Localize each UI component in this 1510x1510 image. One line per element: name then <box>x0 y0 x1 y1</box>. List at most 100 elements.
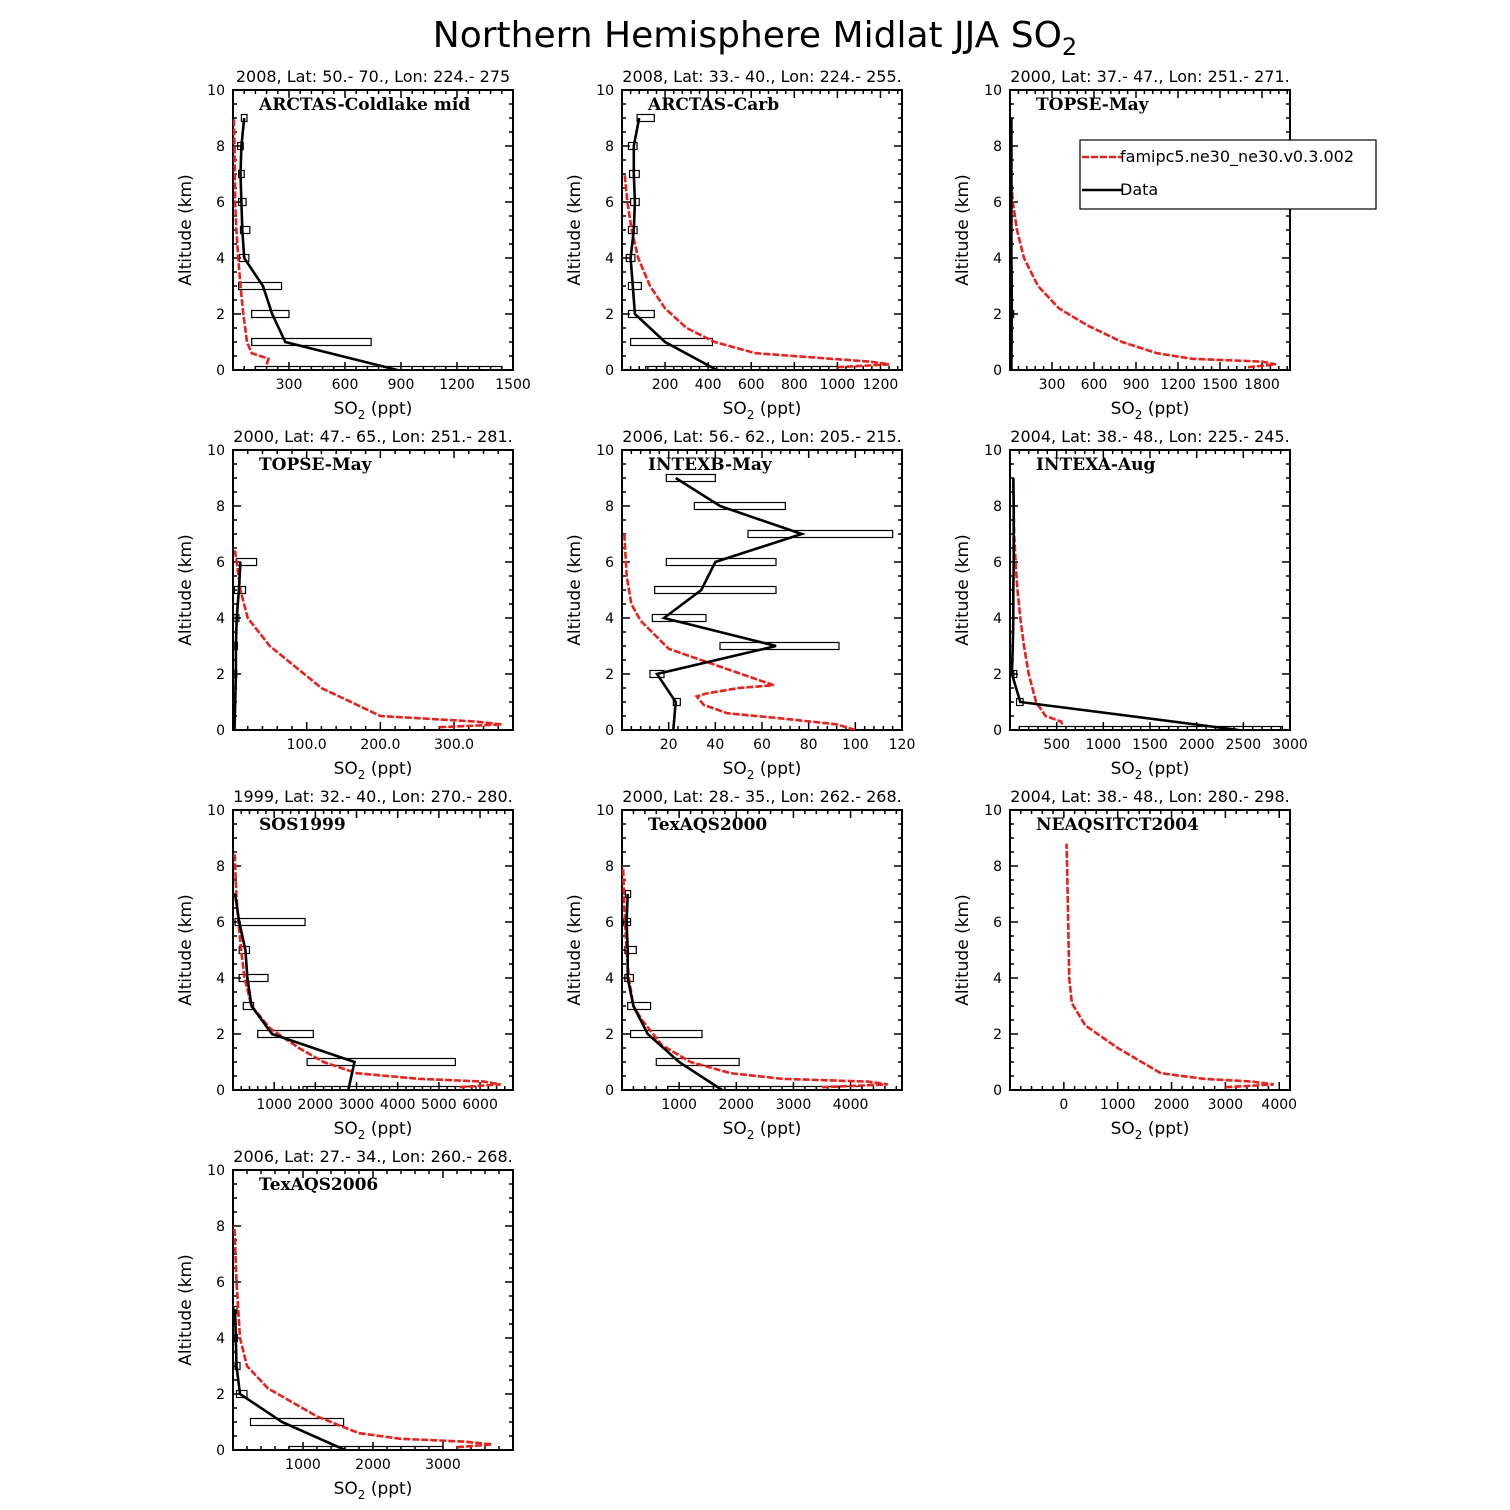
y-tick-label: 2 <box>993 307 1002 323</box>
x-tick-label: 1500 <box>1202 377 1238 393</box>
x-tick-label: 1500 <box>495 377 531 393</box>
y-axis-label: Altitude (km) <box>176 174 196 286</box>
plot-area <box>233 1225 493 1450</box>
x-tick-label: 2000 <box>1179 737 1215 753</box>
x-axis-label: SO2 (ppt) <box>1111 1119 1190 1142</box>
y-tick-label: 10 <box>207 803 225 819</box>
x-axis-label-units: (ppt) <box>1142 759 1189 779</box>
x-axis-label-units: (ppt) <box>365 1119 412 1139</box>
x-axis-label-subscript: 2 <box>747 408 755 422</box>
x-axis-label: SO2 (ppt) <box>1111 399 1190 422</box>
legend: famipc5.ne30_ne30.v0.3.002 Data <box>1079 139 1377 210</box>
data-profile-line <box>654 476 806 730</box>
y-axis-label: Altitude (km) <box>176 1254 196 1366</box>
x-tick-label: 400 <box>695 377 722 393</box>
model-profile-line <box>1010 173 1277 369</box>
range-box <box>636 113 655 123</box>
panel-1: 2008, Lat: 50.- 70., Lon: 224.- 275 0 2 4 6 8… <box>176 67 531 422</box>
data-profile-line <box>629 117 718 370</box>
x-axis-label-subscript: 2 <box>1135 768 1143 782</box>
panel-subtitle: 2000, Lat: 37.- 47., Lon: 251.- 271. <box>1010 67 1289 86</box>
x-axis-label-main: SO <box>334 759 358 779</box>
range-box <box>251 337 372 347</box>
x-tick-label: 1200 <box>1160 377 1196 393</box>
y-tick-label: 2 <box>216 667 225 683</box>
x-axis-label-subscript: 2 <box>747 1128 755 1142</box>
panel-5: 2006, Lat: 56.- 62., Lon: 205.- 215. 0 2 4 6… <box>565 427 915 782</box>
x-tick-label: 80 <box>800 737 818 753</box>
y-tick-label: 0 <box>216 363 225 379</box>
plot-area <box>622 865 888 1090</box>
range-box <box>649 669 665 679</box>
x-axis-label: SO2 (ppt) <box>723 1119 802 1142</box>
x-axis-label-units: (ppt) <box>754 759 801 779</box>
x-tick-label: 2000 <box>718 1097 754 1113</box>
range-box <box>1018 725 1284 730</box>
x-tick-label: 1000 <box>256 1097 292 1113</box>
y-tick-label: 8 <box>216 859 225 875</box>
range-box <box>645 365 838 370</box>
range-box <box>665 473 716 483</box>
model-profile-line <box>233 1225 493 1449</box>
x-tick-label: 120 <box>889 737 916 753</box>
y-tick-label: 6 <box>216 555 225 571</box>
x-axis-label-main: SO <box>723 1119 747 1139</box>
panel-subtitle: 2000, Lat: 47.- 65., Lon: 251.- 281. <box>233 427 512 446</box>
y-tick-label: 0 <box>605 1083 614 1099</box>
panel-subtitle: 2004, Lat: 38.- 48., Lon: 280.- 298. <box>1010 787 1289 806</box>
range-box <box>627 309 655 319</box>
x-tick-label: 3000 <box>776 1097 812 1113</box>
y-tick-label: 10 <box>207 83 225 99</box>
y-tick-label: 6 <box>216 1275 225 1291</box>
y-tick-label: 2 <box>993 1027 1002 1043</box>
x-tick-label: 0 <box>1059 1097 1068 1113</box>
y-tick-label: 2 <box>216 307 225 323</box>
y-tick-label: 0 <box>216 1443 225 1459</box>
x-axis-label-subscript: 2 <box>1135 1128 1143 1142</box>
range-box <box>239 225 251 235</box>
x-tick-label: 900 <box>1123 377 1150 393</box>
y-axis-label: Altitude (km) <box>953 534 973 646</box>
panel-subtitle: 2008, Lat: 33.- 40., Lon: 224.- 255. <box>622 67 901 86</box>
y-axis-label: Altitude (km) <box>176 894 196 1006</box>
y-tick-label: 10 <box>984 83 1002 99</box>
x-axis-label-main: SO <box>1111 1119 1135 1139</box>
y-tick-label: 8 <box>216 499 225 515</box>
x-tick-label: 2000 <box>355 1457 391 1473</box>
x-axis-label: SO2 (ppt) <box>334 1119 413 1142</box>
panel-subtitle: 2006, Lat: 27.- 34., Lon: 260.- 268. <box>233 1147 512 1166</box>
campaign-label: INTEXB-May <box>648 455 773 475</box>
y-tick-label: 0 <box>216 723 225 739</box>
data-profile-line <box>233 561 242 730</box>
y-axis-label: Altitude (km) <box>953 894 973 1006</box>
x-tick-label: 500 <box>1043 737 1070 753</box>
plot-area <box>233 851 501 1090</box>
y-tick-label: 0 <box>993 723 1002 739</box>
x-tick-label: 300.0 <box>434 737 474 753</box>
y-tick-label: 2 <box>216 1027 225 1043</box>
y-tick-label: 2 <box>605 307 614 323</box>
model-profile-line <box>233 851 501 1089</box>
y-tick-label: 0 <box>993 1083 1002 1099</box>
x-axis-label-units: (ppt) <box>365 1479 412 1499</box>
panel-6: 2004, Lat: 38.- 48., Lon: 225.- 245. 0 2 4 6… <box>953 427 1308 782</box>
range-box <box>238 973 269 983</box>
campaign-label: TOPSE-May <box>1036 95 1150 115</box>
panel-subtitle: 2006, Lat: 56.- 62., Lon: 205.- 215. <box>622 427 901 446</box>
y-tick-label: 10 <box>596 803 614 819</box>
plot-area <box>233 113 503 370</box>
y-tick-label: 10 <box>984 803 1002 819</box>
y-axis-label: Altitude (km) <box>565 174 585 286</box>
panel-subtitle: 1999, Lat: 32.- 40., Lon: 270.- 280. <box>233 787 512 806</box>
range-box <box>747 529 894 539</box>
plot-area <box>1010 118 1277 370</box>
y-tick-label: 8 <box>993 499 1002 515</box>
panel-3: 2000, Lat: 37.- 47., Lon: 251.- 271. 0 2 4 6… <box>953 67 1291 422</box>
range-box <box>665 557 777 567</box>
x-axis-label-units: (ppt) <box>365 399 412 419</box>
campaign-label: TOPSE-May <box>259 455 373 475</box>
plot-frame <box>1009 89 1291 371</box>
x-tick-label: 300 <box>1039 377 1066 393</box>
legend-box <box>1079 139 1377 210</box>
x-tick-label: 1500 <box>1132 737 1168 753</box>
